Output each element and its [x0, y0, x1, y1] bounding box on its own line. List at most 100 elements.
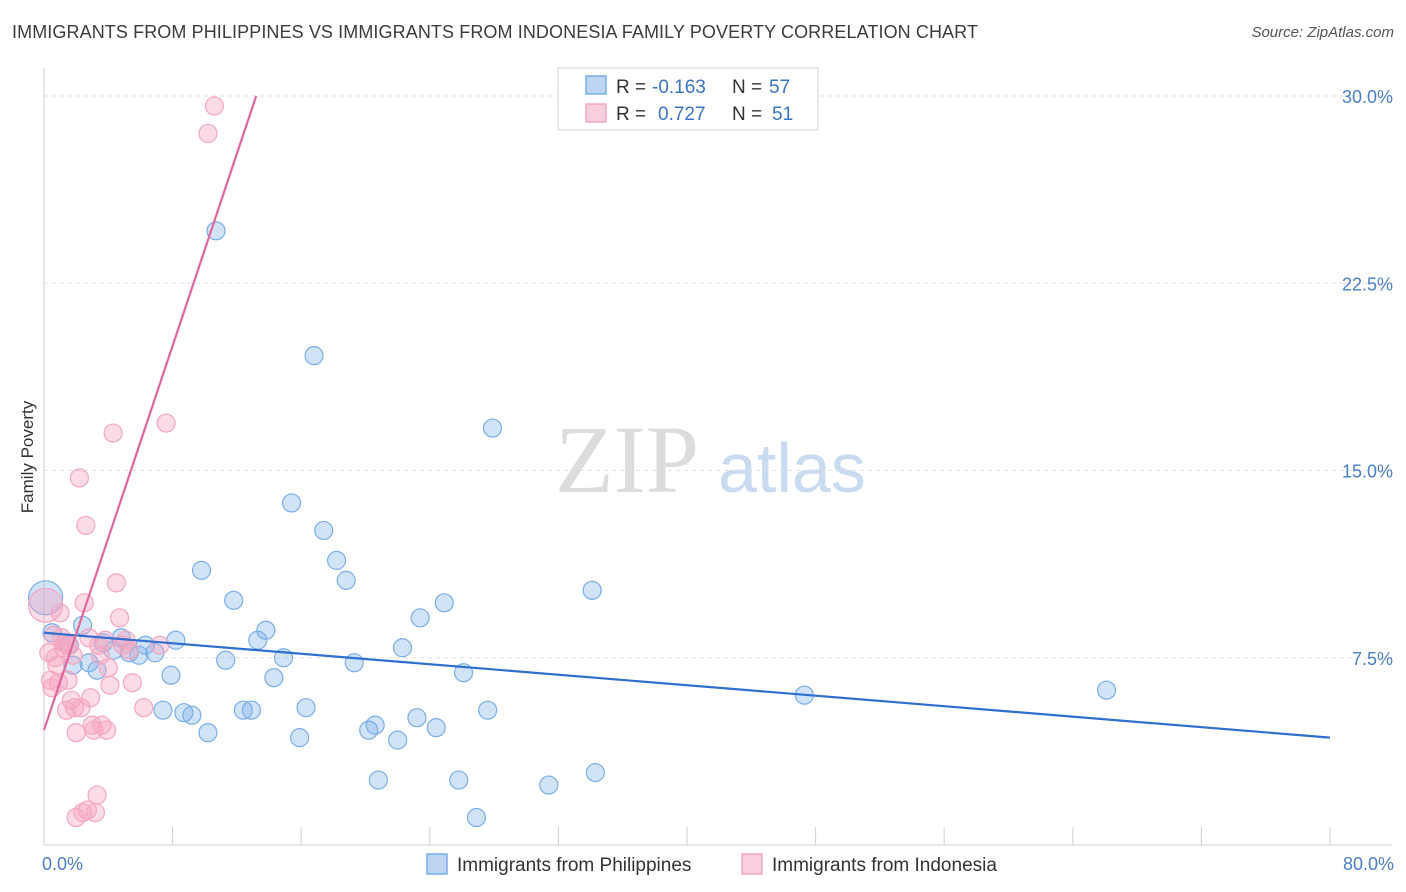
- trend-lines: [42, 95, 1331, 739]
- bottom-legend-swatch-indonesia: [741, 853, 763, 875]
- watermark-zip: ZIP: [555, 406, 699, 513]
- point-philippines-41: [388, 730, 408, 750]
- point-indonesia-0: [28, 587, 64, 623]
- point-indonesia-49: [198, 123, 218, 144]
- legend-n-label-indonesia: N =: [732, 104, 762, 125]
- point-philippines-54: [585, 762, 605, 783]
- point-philippines-33: [304, 346, 324, 366]
- point-indonesia-36: [97, 720, 117, 740]
- trend-line-philippines: [43, 631, 1331, 739]
- point-indonesia-48: [156, 413, 176, 433]
- y-tick-label-1: 15.0%: [1342, 462, 1393, 482]
- point-indonesia-44: [119, 640, 139, 660]
- point-indonesia-21: [71, 698, 91, 718]
- y-tick-label-0: 7.5%: [1352, 649, 1393, 669]
- point-indonesia-47: [150, 635, 170, 655]
- point-philippines-6: [87, 660, 107, 680]
- point-philippines-31: [289, 728, 310, 748]
- legend-n-value-indonesia: 51: [772, 104, 793, 125]
- point-philippines-19: [191, 560, 212, 580]
- legend-r-value-philippines: -0.163: [652, 77, 706, 98]
- point-philippines-47: [449, 770, 469, 790]
- point-philippines-24: [233, 700, 253, 720]
- point-philippines-3: [63, 655, 83, 675]
- point-philippines-32: [296, 698, 316, 718]
- point-philippines-49: [466, 807, 487, 828]
- legend-swatch-philippines: [585, 75, 607, 95]
- point-philippines-46: [434, 593, 454, 613]
- point-philippines-39: [365, 715, 385, 735]
- y-tick-label-2: 22.5%: [1342, 274, 1393, 294]
- point-philippines-14: [153, 700, 173, 720]
- point-philippines-16: [166, 630, 186, 650]
- point-philippines-17: [174, 703, 194, 723]
- x-tick-label-max: 80.0%: [1343, 854, 1394, 874]
- point-indonesia-17: [64, 698, 85, 718]
- point-indonesia-31: [87, 785, 107, 805]
- point-indonesia-27: [81, 688, 101, 708]
- legend-stats: R = -0.163 N = 57 R = 0.727 N = 51: [557, 67, 819, 131]
- point-indonesia-38: [100, 675, 120, 695]
- point-philippines-11: [129, 645, 149, 665]
- point-philippines-15: [161, 665, 181, 685]
- point-philippines-44: [410, 608, 430, 628]
- point-philippines-50: [478, 700, 498, 720]
- point-philippines-56: [1096, 680, 1117, 700]
- chart-title: IMMIGRANTS FROM PHILIPPINES VS IMMIGRANT…: [12, 22, 979, 42]
- bottom-legend-swatch-philippines: [426, 853, 448, 875]
- grid: [44, 95, 1392, 659]
- legend-r-label-indonesia: R =: [616, 104, 646, 125]
- point-philippines-52: [539, 775, 559, 795]
- point-philippines-34: [314, 520, 334, 541]
- chart-source: Source: ZipAtlas.com: [1251, 24, 1394, 41]
- x-tick-labels: 0.0% 80.0%: [42, 854, 1394, 874]
- point-philippines-42: [392, 638, 413, 658]
- point-philippines-20: [198, 723, 218, 743]
- bottom-legend-label-philippines: Immigrants from Philippines: [457, 855, 691, 876]
- point-indonesia-8: [50, 603, 70, 623]
- point-philippines-28: [264, 668, 284, 688]
- watermark: ZIP atlas: [555, 406, 866, 513]
- point-indonesia-37: [98, 658, 118, 678]
- point-philippines-18: [182, 705, 202, 725]
- point-indonesia-24: [76, 515, 96, 536]
- point-indonesia-50: [204, 96, 224, 116]
- point-philippines-23: [224, 590, 244, 610]
- point-philippines-27: [256, 620, 276, 640]
- bottom-legend: Immigrants from Philippines Immigrants f…: [426, 853, 997, 876]
- point-indonesia-18: [66, 723, 86, 743]
- point-indonesia-46: [134, 698, 154, 718]
- point-philippines-45: [426, 718, 446, 738]
- point-philippines-40: [368, 770, 388, 790]
- legend-n-label-philippines: N =: [732, 77, 762, 98]
- point-indonesia-40: [106, 573, 126, 593]
- point-philippines-37: [344, 653, 364, 673]
- series-indonesia: [28, 96, 224, 828]
- point-indonesia-39: [103, 423, 123, 443]
- legend-r-value-indonesia: 0.727: [658, 104, 706, 125]
- point-philippines-5: [79, 653, 99, 673]
- legend-n-value-philippines: 57: [769, 77, 790, 98]
- point-indonesia-19: [66, 807, 86, 828]
- point-philippines-30: [281, 493, 302, 513]
- axes: [43, 68, 1392, 846]
- point-indonesia-12: [56, 700, 77, 720]
- point-philippines-35: [326, 550, 347, 570]
- trend-line-indonesia: [42, 95, 258, 731]
- point-indonesia-41: [109, 608, 130, 628]
- legend-r-label-philippines: R =: [616, 77, 646, 98]
- x-tick-label-min: 0.0%: [42, 854, 83, 874]
- point-philippines-53: [582, 580, 602, 600]
- point-philippines-38: [359, 720, 379, 740]
- point-indonesia-45: [122, 673, 143, 693]
- point-indonesia-30: [85, 802, 106, 823]
- legend-swatch-indonesia: [585, 103, 607, 123]
- point-philippines-36: [336, 570, 356, 590]
- point-philippines-43: [407, 708, 427, 728]
- point-indonesia-35: [95, 630, 115, 650]
- point-philippines-51: [482, 418, 503, 438]
- point-indonesia-13: [58, 670, 78, 690]
- y-tick-labels: 7.5% 15.0% 22.5% 30.0%: [1342, 87, 1393, 669]
- series-philippines: [28, 221, 1117, 828]
